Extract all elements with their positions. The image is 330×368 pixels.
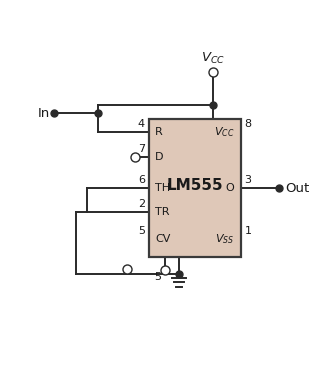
Text: 5: 5 [154, 272, 161, 282]
Text: $V_{SS}$: $V_{SS}$ [215, 233, 234, 247]
Text: $V_{CC}$: $V_{CC}$ [214, 125, 234, 139]
Text: In: In [38, 107, 50, 120]
Text: R: R [155, 127, 163, 137]
Text: 1: 1 [245, 226, 251, 236]
Text: LM555: LM555 [166, 178, 223, 193]
Text: Out: Out [285, 182, 310, 195]
Text: 8: 8 [245, 119, 252, 129]
Text: 2: 2 [138, 199, 145, 209]
Text: $V_{CC}$: $V_{CC}$ [201, 50, 225, 66]
Bar [148, 119, 241, 258]
Text: 6: 6 [138, 175, 145, 185]
Text: TR: TR [155, 207, 170, 217]
Text: CV: CV [155, 234, 170, 244]
Text: TH: TH [155, 183, 170, 194]
Text: 5: 5 [138, 226, 145, 236]
Text: 7: 7 [138, 144, 145, 153]
Text: 4: 4 [138, 119, 145, 129]
Text: O: O [226, 183, 234, 194]
Text: D: D [155, 152, 164, 162]
Text: 3: 3 [245, 175, 251, 185]
